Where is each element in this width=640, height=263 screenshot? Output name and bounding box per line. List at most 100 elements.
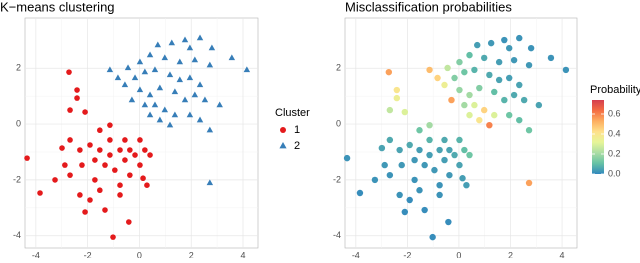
point [62, 162, 68, 168]
y-tick-label: 2 [16, 63, 21, 73]
point [416, 127, 423, 134]
point [547, 54, 555, 62]
point [74, 87, 80, 93]
point [97, 127, 103, 134]
y-tick-label: -4 [13, 230, 21, 240]
x-tick-label: -4 [352, 250, 360, 258]
point [446, 171, 453, 179]
point [525, 61, 533, 69]
point [228, 54, 236, 61]
point [208, 44, 216, 51]
point [461, 101, 468, 109]
y-tick-label: -4 [333, 230, 341, 240]
point [97, 147, 103, 153]
colorbar-label: 0.4 [608, 128, 621, 138]
point [110, 234, 116, 240]
point [446, 146, 453, 154]
point [206, 126, 214, 133]
point [131, 74, 139, 81]
x-tick-label: -4 [32, 250, 40, 258]
point [112, 167, 118, 173]
point [451, 151, 458, 159]
point [343, 154, 351, 162]
point [59, 145, 65, 151]
point [166, 121, 174, 128]
point [141, 68, 149, 75]
point [37, 190, 43, 196]
point [385, 68, 393, 76]
point [141, 101, 149, 108]
point [181, 96, 189, 103]
point [67, 137, 73, 143]
point [122, 157, 128, 163]
point [171, 111, 179, 118]
x-tick-label: -2 [403, 250, 411, 258]
point [67, 107, 73, 113]
point [206, 179, 214, 186]
point [243, 66, 251, 73]
point [436, 191, 443, 199]
point [486, 121, 493, 129]
point [142, 147, 148, 153]
point [461, 68, 468, 76]
point [171, 88, 179, 95]
point [476, 84, 483, 92]
point [137, 137, 143, 143]
point [156, 84, 164, 91]
point [406, 196, 413, 204]
point [176, 76, 184, 83]
point [132, 152, 138, 158]
point [416, 187, 423, 194]
point [106, 66, 114, 73]
point [411, 176, 418, 184]
point [456, 86, 463, 94]
point [456, 136, 463, 144]
point [401, 208, 409, 216]
point [107, 152, 113, 158]
colorbar-title: Probability [590, 84, 640, 96]
point [386, 171, 394, 179]
point [92, 177, 98, 183]
point [356, 189, 364, 197]
point [426, 121, 433, 129]
point [77, 192, 83, 198]
point [181, 36, 189, 43]
point [168, 39, 176, 46]
point [166, 71, 174, 78]
point [74, 95, 80, 101]
point [426, 136, 433, 144]
point [176, 58, 184, 65]
point [525, 127, 533, 134]
point [151, 101, 159, 108]
point [466, 91, 473, 99]
point [82, 209, 88, 215]
point [107, 137, 113, 143]
point [191, 91, 199, 98]
point [117, 182, 123, 188]
point [506, 111, 513, 119]
point [441, 81, 448, 89]
point [121, 81, 129, 88]
point [196, 116, 204, 123]
point [525, 179, 533, 187]
point [87, 142, 93, 148]
point [136, 58, 144, 65]
point [516, 81, 523, 89]
point [516, 34, 523, 42]
point [146, 91, 154, 98]
point [506, 44, 513, 52]
point [126, 219, 132, 225]
point [102, 162, 108, 168]
point [506, 74, 513, 82]
point [161, 106, 169, 113]
colorbar-label: 0.0 [608, 168, 621, 178]
point [471, 101, 478, 109]
point [396, 191, 403, 199]
y-tick-label: 2 [336, 63, 341, 73]
point [445, 218, 452, 226]
point [196, 81, 204, 88]
point [154, 41, 162, 48]
point [510, 56, 518, 64]
point [474, 41, 481, 49]
x-tick-label: 0 [456, 250, 461, 258]
